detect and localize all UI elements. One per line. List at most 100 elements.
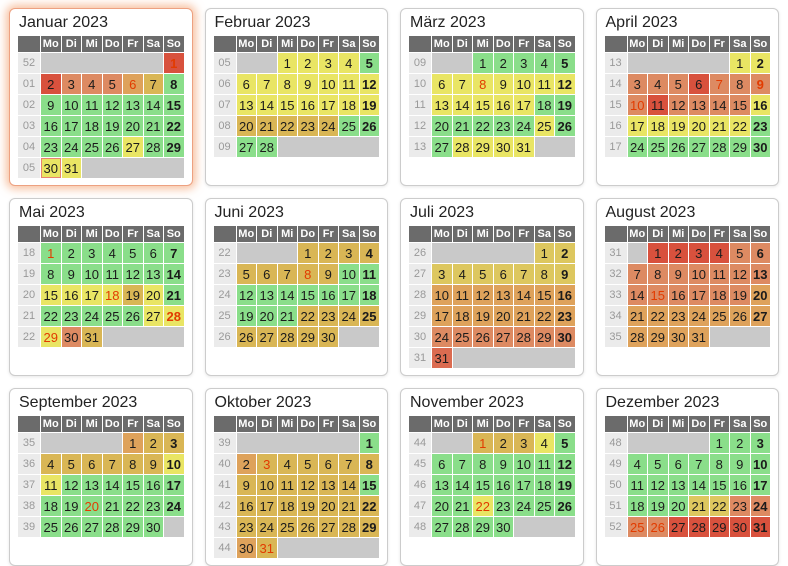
- day-cell[interactable]: 10: [318, 74, 338, 94]
- day-cell[interactable]: 5: [668, 74, 688, 94]
- day-cell[interactable]: 18: [627, 496, 647, 516]
- day-cell[interactable]: 6: [689, 74, 709, 94]
- day-cell[interactable]: 29: [473, 517, 493, 537]
- day-cell[interactable]: 22: [123, 496, 143, 516]
- day-cell[interactable]: 24: [318, 116, 338, 136]
- day-cell[interactable]: 13: [123, 95, 143, 115]
- day-cell[interactable]: 21: [102, 496, 122, 516]
- day-cell[interactable]: 9: [41, 95, 61, 115]
- day-cell[interactable]: 16: [61, 285, 81, 305]
- day-cell[interactable]: 28: [514, 327, 534, 347]
- day-cell[interactable]: 11: [339, 74, 359, 94]
- day-cell[interactable]: 17: [82, 285, 102, 305]
- day-cell[interactable]: 12: [61, 475, 81, 495]
- day-cell[interactable]: 20: [689, 116, 709, 136]
- day-cell[interactable]: 6: [257, 264, 277, 284]
- day-cell[interactable]: 19: [555, 475, 575, 495]
- day-cell[interactable]: 8: [473, 454, 493, 474]
- day-cell[interactable]: 4: [534, 433, 554, 453]
- day-cell[interactable]: 16: [298, 95, 318, 115]
- day-cell[interactable]: 2: [668, 243, 688, 263]
- day-cell[interactable]: 28: [164, 306, 184, 326]
- day-cell[interactable]: 22: [730, 116, 750, 136]
- day-cell[interactable]: 7: [709, 74, 729, 94]
- day-cell[interactable]: 9: [493, 454, 513, 474]
- day-cell[interactable]: 2: [730, 433, 750, 453]
- day-cell[interactable]: 18: [648, 116, 668, 136]
- day-cell[interactable]: 22: [164, 116, 184, 136]
- day-cell[interactable]: 24: [61, 137, 81, 157]
- day-cell[interactable]: 3: [339, 243, 359, 263]
- day-cell[interactable]: 4: [534, 53, 554, 73]
- day-cell[interactable]: 22: [473, 116, 493, 136]
- day-cell[interactable]: 13: [236, 95, 256, 115]
- day-cell[interactable]: 11: [648, 95, 668, 115]
- day-cell[interactable]: 20: [257, 306, 277, 326]
- day-cell[interactable]: 20: [668, 496, 688, 516]
- day-cell[interactable]: 25: [709, 306, 729, 326]
- day-cell[interactable]: 11: [102, 264, 122, 284]
- day-cell[interactable]: 6: [750, 243, 770, 263]
- day-cell[interactable]: 1: [277, 53, 297, 73]
- day-cell[interactable]: 30: [143, 517, 163, 537]
- day-cell[interactable]: 18: [534, 475, 554, 495]
- day-cell[interactable]: 24: [164, 496, 184, 516]
- day-cell[interactable]: 15: [648, 285, 668, 305]
- day-cell[interactable]: 4: [339, 53, 359, 73]
- day-cell[interactable]: 23: [730, 496, 750, 516]
- day-cell[interactable]: 21: [257, 116, 277, 136]
- day-cell[interactable]: 10: [164, 454, 184, 474]
- day-cell[interactable]: 20: [750, 285, 770, 305]
- day-cell[interactable]: 5: [473, 264, 493, 284]
- day-cell[interactable]: 8: [709, 454, 729, 474]
- day-cell[interactable]: 11: [534, 74, 554, 94]
- day-cell[interactable]: 7: [452, 454, 472, 474]
- day-cell[interactable]: 25: [452, 327, 472, 347]
- day-cell[interactable]: 2: [41, 74, 61, 94]
- day-cell[interactable]: 11: [359, 264, 379, 284]
- day-cell[interactable]: 17: [318, 95, 338, 115]
- day-cell[interactable]: 14: [514, 285, 534, 305]
- day-cell[interactable]: 28: [452, 517, 472, 537]
- day-cell[interactable]: 14: [689, 475, 709, 495]
- day-cell[interactable]: 26: [359, 116, 379, 136]
- day-cell[interactable]: 3: [318, 53, 338, 73]
- day-cell[interactable]: 16: [555, 285, 575, 305]
- day-cell[interactable]: 22: [359, 496, 379, 516]
- day-cell[interactable]: 8: [534, 264, 554, 284]
- day-cell[interactable]: 15: [730, 95, 750, 115]
- day-cell[interactable]: 27: [493, 327, 513, 347]
- day-cell[interactable]: 25: [359, 306, 379, 326]
- day-cell[interactable]: 19: [61, 496, 81, 516]
- day-cell[interactable]: 4: [452, 264, 472, 284]
- day-cell[interactable]: 25: [534, 116, 554, 136]
- day-cell[interactable]: 7: [102, 454, 122, 474]
- day-cell[interactable]: 20: [318, 496, 338, 516]
- day-cell[interactable]: 12: [473, 285, 493, 305]
- day-cell[interactable]: 14: [257, 95, 277, 115]
- day-cell[interactable]: 27: [318, 517, 338, 537]
- day-cell[interactable]: 19: [668, 116, 688, 136]
- day-cell[interactable]: 17: [514, 95, 534, 115]
- day-cell[interactable]: 3: [164, 433, 184, 453]
- day-cell[interactable]: 13: [432, 475, 452, 495]
- day-cell[interactable]: 9: [61, 264, 81, 284]
- day-cell[interactable]: 18: [102, 285, 122, 305]
- day-cell[interactable]: 3: [257, 454, 277, 474]
- day-cell[interactable]: 3: [627, 74, 647, 94]
- day-cell[interactable]: 4: [709, 243, 729, 263]
- day-cell[interactable]: 21: [277, 306, 297, 326]
- day-cell[interactable]: 10: [514, 454, 534, 474]
- day-cell[interactable]: 7: [452, 74, 472, 94]
- day-cell[interactable]: 1: [648, 243, 668, 263]
- day-cell[interactable]: 5: [236, 264, 256, 284]
- day-cell[interactable]: 18: [339, 95, 359, 115]
- day-cell[interactable]: 23: [143, 496, 163, 516]
- day-cell[interactable]: 28: [689, 517, 709, 537]
- day-cell[interactable]: 26: [473, 327, 493, 347]
- day-cell[interactable]: 31: [257, 538, 277, 558]
- day-cell[interactable]: 1: [473, 433, 493, 453]
- day-cell[interactable]: 1: [123, 433, 143, 453]
- day-cell[interactable]: 20: [123, 116, 143, 136]
- day-cell[interactable]: 19: [730, 285, 750, 305]
